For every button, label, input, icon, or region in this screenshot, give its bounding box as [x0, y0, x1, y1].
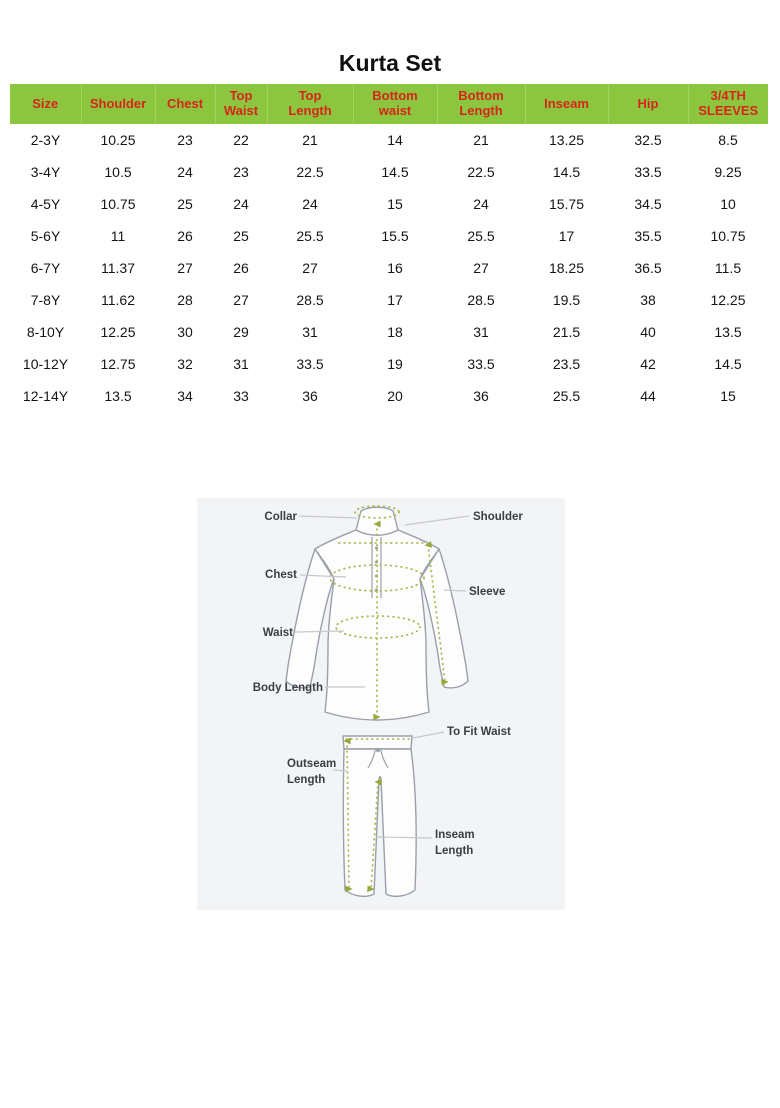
table-row: 4-5Y 10.75 25 24 24 15 24 15.75 34.5 10	[10, 188, 768, 220]
column-header-top-length: Top Length	[266, 84, 353, 124]
kurta-pants-line-art	[285, 505, 470, 898]
cell-size: 4-5Y	[30, 196, 61, 212]
to-fit-waist-label: To Fit Waist	[447, 726, 511, 738]
cell-size: 7-8Y	[30, 292, 61, 308]
sleeve-measure-line	[424, 541, 449, 686]
inseam-measure-line	[367, 778, 382, 893]
column-header-bottom-waist: Bottom waist	[352, 84, 437, 124]
column-header-bottom-length: Bottom Length	[436, 84, 525, 124]
chest-label: Chest	[265, 569, 297, 581]
table-row: 10-12Y 12.75 32 31 33.5 19 33.5 23.5 42 …	[10, 348, 768, 380]
waist-measure-line	[335, 615, 421, 639]
column-header-chest: Chest	[154, 84, 215, 124]
page-title: Kurta Set	[338, 50, 442, 76]
inseam-length-label: Inseam Length	[435, 829, 475, 858]
outseam-length-label: Outseam Length	[287, 758, 337, 787]
table-header-row: Size Shoulder Chest Top Waist Top Length…	[10, 84, 768, 124]
placket-and-drawstring	[367, 537, 389, 769]
chest-measure-line	[329, 564, 425, 592]
sleeve-label: Sleeve	[469, 586, 506, 598]
cell-size: 12-14Y	[22, 388, 69, 404]
measurement-diagram: Collar Shoulder Chest Sleeve Waist Body …	[197, 498, 565, 910]
collar-measure-line	[354, 505, 400, 519]
column-header-shoulder: Shoulder	[80, 84, 155, 124]
table-row: 8-10Y 12.25 30 29 31 18 31 21.5 40 13.5	[10, 316, 768, 348]
column-header-hip: Hip	[607, 84, 688, 124]
table-row: 2-3Y 10.25 23 22 21 14 21 13.25 32.5 8.5	[10, 124, 768, 156]
measurement-dotted-lines	[329, 505, 449, 893]
collar-label: Collar	[264, 511, 297, 523]
size-chart-table: Size Shoulder Chest Top Waist Top Length…	[10, 84, 768, 412]
column-header-inseam: Inseam	[524, 84, 608, 124]
table-row: 7-8Y 11.62 28 27 28.5 17 28.5 19.5 38 12…	[10, 284, 768, 316]
cell-size: 2-3Y	[30, 132, 61, 148]
cell-size: 3-4Y	[30, 164, 61, 180]
table-row: 5-6Y 11 26 25 25.5 15.5 25.5 17 35.5 10.…	[10, 220, 768, 252]
table-row: 3-4Y 10.5 24 23 22.5 14.5 22.5 14.5 33.5…	[10, 156, 768, 188]
column-header-top-waist: Top Waist	[214, 84, 267, 124]
cell-size: 10-12Y	[22, 356, 69, 372]
waist-label: Waist	[262, 627, 293, 639]
cell-size: 6-7Y	[30, 260, 61, 276]
column-header-sleeves: 3/4TH SLEEVES	[687, 84, 768, 124]
shoulder-label: Shoulder	[473, 511, 523, 523]
body-length-label: Body Length	[252, 682, 323, 694]
table-row: 6-7Y 11.37 27 26 27 16 27 18.25 36.5 11.…	[10, 252, 768, 284]
cell-size: 8-10Y	[26, 324, 65, 340]
outseam-measure-line	[343, 737, 353, 893]
table-row: 12-14Y 13.5 34 33 36 20 36 25.5 44 15	[10, 380, 768, 412]
label-leader-lines	[294, 515, 470, 839]
column-header-size: Size	[10, 84, 81, 124]
cell-size: 5-6Y	[30, 228, 61, 244]
